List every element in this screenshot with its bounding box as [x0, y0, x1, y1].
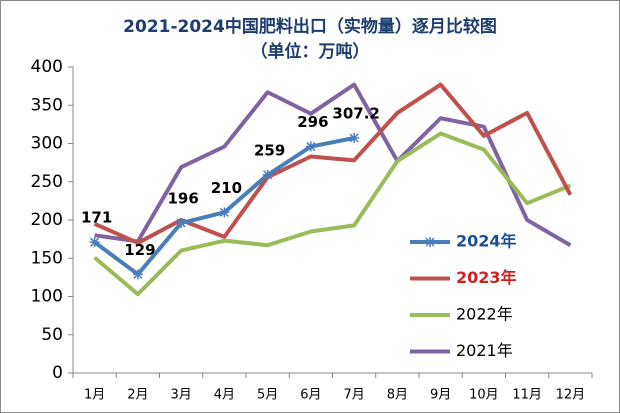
series-line — [93, 82, 573, 245]
x-tick-label: 4月 — [214, 388, 235, 403]
x-tick-label: 9月 — [430, 388, 451, 403]
y-tick-label: 400 — [31, 57, 63, 77]
x-tick-label: 6月 — [300, 388, 321, 403]
y-tick-label: 350 — [31, 95, 63, 115]
y-tick-label: 150 — [31, 248, 63, 268]
data-label: 196 — [167, 190, 198, 208]
x-tick-label: 8月 — [387, 388, 408, 403]
chart-title: 2021-2024中国肥料出口（实物量）逐月比较图 — [123, 16, 497, 37]
y-tick-label: 50 — [41, 325, 63, 345]
data-label: 171 — [81, 209, 112, 227]
marker — [305, 141, 316, 152]
legend-label: 2021年 — [456, 341, 513, 360]
marker — [349, 132, 360, 143]
legend-label: 2022年 — [456, 305, 513, 324]
y-tick-label: 200 — [31, 210, 63, 230]
legend-marker — [425, 237, 435, 247]
marker — [176, 218, 187, 229]
chart-subtitle: （单位：万吨） — [251, 41, 370, 62]
marker — [262, 169, 273, 180]
x-tick-label: 10月 — [469, 388, 499, 403]
y-tick-label: 300 — [31, 134, 63, 154]
x-tick-label: 12月 — [556, 388, 586, 403]
data-label: 129 — [124, 241, 155, 259]
data-label: 307.2 — [332, 104, 379, 122]
y-tick-label: 100 — [31, 287, 63, 307]
data-label: 259 — [254, 141, 285, 159]
x-tick-label: 2月 — [127, 388, 148, 403]
marker — [219, 207, 230, 218]
x-tick-label: 11月 — [512, 388, 542, 403]
x-tick-label: 7月 — [343, 388, 364, 403]
x-tick-label: 1月 — [84, 388, 105, 403]
x-tick-label: 3月 — [170, 388, 191, 403]
marker — [89, 237, 100, 248]
y-tick-label: 250 — [31, 172, 63, 192]
data-label: 296 — [297, 113, 328, 131]
y-tick-label: 0 — [52, 363, 63, 383]
marker — [132, 269, 143, 280]
x-tick-label: 5月 — [257, 388, 278, 403]
data-label: 210 — [211, 179, 242, 197]
series-line — [94, 82, 572, 247]
legend-label: 2023年 — [456, 268, 517, 287]
series-line — [93, 131, 572, 297]
legend-label: 2024年 — [456, 232, 517, 251]
